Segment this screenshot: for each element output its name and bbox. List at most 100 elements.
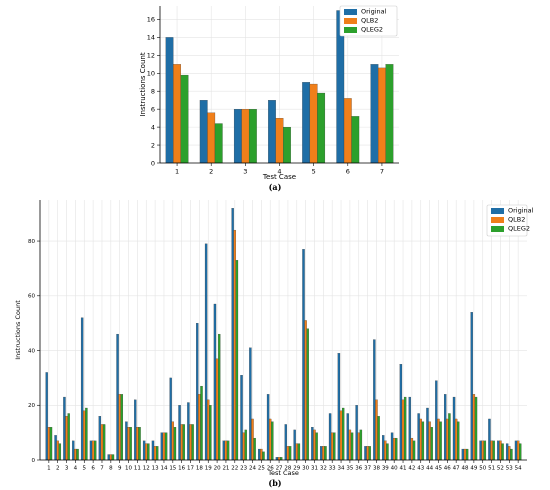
chart-b-ytick-label-3: 60 [28, 294, 35, 300]
chart-b-bar-qlb2-24 [251, 418, 254, 461]
chart-b-bar-qleg2-45 [439, 421, 442, 461]
chart-b-bar-original-42 [408, 396, 411, 461]
chart-b-bar-original-9 [116, 333, 119, 461]
chart-b-bar-original-20 [213, 303, 217, 461]
chart-b-bar-qlb2-36 [357, 432, 360, 461]
chart-b-xtick-label-39: 39 [382, 466, 389, 472]
chart-b-xtick-label-47: 47 [453, 466, 460, 472]
chart-b-xtick-label-22: 22 [231, 466, 238, 472]
chart-b-xtick-label-46: 46 [444, 466, 451, 472]
chart-b-bar-qlb2-14 [162, 432, 166, 461]
chart-b-bar-original-51 [488, 418, 491, 461]
chart-b-xtick-label-44: 44 [426, 466, 433, 472]
chart-b-bar-qlb2-29 [295, 443, 298, 461]
chart-a-ytick-label-4: 8 [151, 88, 155, 96]
chart-b-bar-qleg2-23 [244, 429, 247, 461]
chart-b-bar-original-47 [452, 396, 456, 461]
chart-b-bar-qlb2-46 [446, 418, 449, 461]
chart-b-bar-qleg2-38 [377, 416, 380, 461]
chart-b-bar-original-3 [63, 396, 66, 461]
chart-b-bar-qlb2-3 [65, 416, 68, 461]
chart-b-ytick-label-1: 20 [28, 403, 35, 409]
chart-b-bar-original-35 [346, 413, 349, 461]
chart-a-legend-label-original: Original [361, 8, 387, 16]
chart-b-bar-qleg2-10 [129, 427, 132, 461]
chart-b-xtick-label-3: 3 [65, 466, 69, 472]
chart-b-bar-qlb2-5 [83, 410, 86, 461]
chart-b-bar-qlb2-11 [136, 427, 139, 461]
chart-b-bar-qlb2-53 [508, 446, 511, 461]
chart-b-bar-qleg2-21 [226, 440, 230, 461]
chart-a-bar-qlb2-5 [309, 83, 318, 164]
chart-a-bar-qlb2-4 [275, 118, 284, 164]
chart-b-bar-original-1 [45, 372, 48, 461]
chart-b-bar-original-14 [160, 432, 164, 461]
chart-b-bar-original-22 [231, 208, 234, 461]
chart-a-bar-qlb2-3 [241, 109, 250, 164]
chart-b-xtick-label-14: 14 [160, 466, 167, 472]
chart-a-bar-original-1 [165, 37, 174, 164]
chart-b-bar-qlb2-52 [499, 440, 502, 461]
chart-b-xtick-label-38: 38 [373, 466, 380, 472]
chart-a-bar-original-7 [370, 64, 379, 164]
chart-b-bar-qleg2-13 [156, 446, 159, 461]
chart-b-bar-original-25 [258, 448, 261, 461]
chart-b-bar-qlb2-8 [109, 454, 113, 461]
chart-b-bar-original-6 [89, 440, 93, 461]
chart-b-xtick-label-50: 50 [479, 466, 486, 472]
chart-b-bar-original-26 [266, 394, 270, 461]
chart-b-bar-qleg2-54 [519, 443, 522, 461]
chart-b-bar-qleg2-35 [350, 432, 354, 461]
chart-b-bar-original-34 [337, 353, 341, 461]
chart-b-xtick-label-15: 15 [169, 466, 176, 472]
chart-b-bar-original-41 [399, 364, 403, 461]
chart-b-xtick-label-35: 35 [346, 466, 353, 472]
chart-b-bar-qlb2-26 [269, 418, 272, 461]
chart-a-ytick-label-3: 6 [151, 105, 155, 113]
chart-b-bar-qleg2-18 [200, 385, 203, 461]
chart-b-bar-qleg2-1 [49, 427, 53, 461]
chart-b-xtick-label-8: 8 [109, 466, 113, 472]
chart-b-bar-qlb2-19 [207, 399, 210, 461]
chart-b-bar-original-46 [443, 394, 447, 461]
chart-b-bar-qleg2-6 [94, 440, 97, 461]
chart-b-xtick-label-28: 28 [284, 466, 291, 472]
chart-b-xtick-label-7: 7 [100, 466, 104, 472]
chart-b-bar-qlb2-17 [189, 424, 192, 461]
chart-a-bar-original-3 [233, 109, 242, 164]
chart-b-xtick-label-13: 13 [152, 466, 159, 472]
chart-b-bar-qleg2-51 [492, 440, 495, 461]
chart-b-bar-qleg2-46 [448, 413, 451, 461]
chart-b-bar-qleg2-12 [147, 443, 150, 461]
chart-b-bar-qleg2-32 [324, 446, 327, 461]
chart-b-bar-qlb2-32 [322, 446, 325, 461]
chart-b-legend-swatch-original [491, 208, 504, 214]
chart-b-xtick-label-42: 42 [408, 466, 415, 472]
chart-b-xtick-label-31: 31 [311, 466, 318, 472]
chart-a-bar-qleg2-5 [317, 92, 326, 164]
chart-b-xtick-label-37: 37 [364, 466, 371, 472]
chart-b-xtick-label-19: 19 [205, 466, 212, 472]
chart-b-bar-qlb2-12 [145, 443, 148, 461]
chart-b-bar-original-32 [320, 446, 323, 461]
chart-b-bar-qlb2-34 [339, 410, 343, 461]
chart-a-legend-swatch-qlb2 [344, 18, 357, 24]
chart-a-bar-qleg2-6 [351, 116, 360, 164]
chart-b-bar-qleg2-19 [209, 405, 212, 461]
chart-b-xtick-label-26: 26 [267, 466, 274, 472]
chart-b-bar-original-21 [222, 440, 226, 461]
chart-b-bar-qleg2-42 [412, 440, 416, 461]
chart-b-bar-qleg2-31 [315, 432, 318, 461]
chart-b-bar-original-2 [54, 435, 57, 461]
chart-b-bar-original-23 [240, 375, 243, 461]
chart-b-bar-original-31 [311, 427, 314, 461]
chart-a-bar-qleg2-4 [283, 126, 291, 164]
chart-b-bar-original-15 [169, 377, 172, 461]
chart-b-xtick-label-21: 21 [222, 466, 229, 472]
chart-b-xtick-label-9: 9 [118, 466, 122, 472]
chart-b-bar-original-28 [284, 424, 287, 461]
chart-b-xtick-label-43: 43 [417, 466, 424, 472]
chart-b-xtick-label-6: 6 [91, 466, 95, 472]
chart-b-bar-qleg2-8 [111, 454, 115, 461]
chart-b-bar-qleg2-53 [510, 448, 513, 461]
